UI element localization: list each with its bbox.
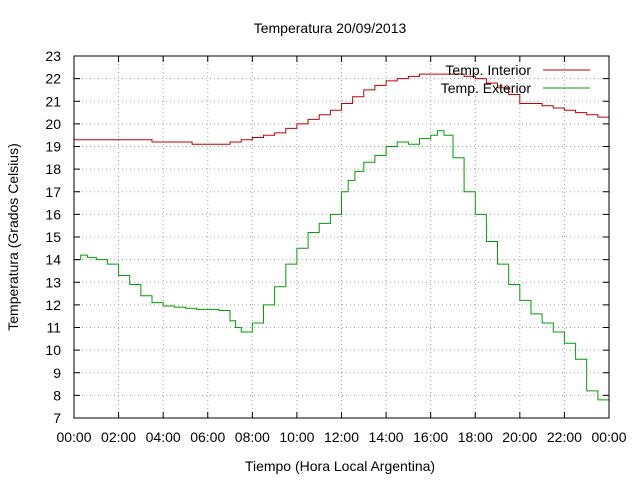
y-tick-label: 11 <box>46 320 61 336</box>
x-tick-label: 10:00 <box>279 429 314 445</box>
legend: Temp. Interior Temp. Exterior <box>441 62 590 96</box>
x-tick-label: 02:00 <box>101 429 136 445</box>
y-tick-label: 19 <box>45 139 61 155</box>
y-tick-label: 14 <box>45 252 61 268</box>
y-tick-labels: 7 8 9 10 11 12 13 14 15 16 17 18 19 20 21 22 23 <box>45 48 61 426</box>
x-tick-label: 20:00 <box>502 429 537 445</box>
grid <box>74 56 609 418</box>
x-tick-label: 12:00 <box>324 429 359 445</box>
y-tick-label: 7 <box>53 410 61 426</box>
x-tick-label: 04:00 <box>146 429 181 445</box>
x-tick-labels: 00:00 02:00 04:00 06:00 08:00 10:00 12:00 14:00… <box>56 429 626 445</box>
x-tick-label: 08:00 <box>235 429 270 445</box>
x-tick-label: 06:00 <box>190 429 225 445</box>
y-tick-label: 22 <box>45 71 61 87</box>
legend-label-0: Temp. Interior <box>445 62 531 78</box>
y-tick-label: 10 <box>45 342 61 358</box>
y-tick-label: 20 <box>45 116 61 132</box>
x-tick-label: 00:00 <box>591 429 626 445</box>
y-axis-label: Temperatura (Grados Celsius) <box>5 143 21 331</box>
y-tick-label: 9 <box>53 365 61 381</box>
x-axis-label: Tiempo (Hora Local Argentina) <box>245 458 435 474</box>
x-tick-label: 14:00 <box>369 429 404 445</box>
y-tick-label: 21 <box>45 93 61 109</box>
series-line-0 <box>74 73 610 145</box>
y-tick-label: 16 <box>45 206 61 222</box>
y-tick-label: 12 <box>45 297 61 313</box>
x-tick-label: 22:00 <box>547 429 582 445</box>
chart-title: Temperatura 20/09/2013 <box>254 20 407 36</box>
x-tick-label: 18:00 <box>458 429 493 445</box>
x-tick-label: 00:00 <box>56 429 91 445</box>
legend-label-1: Temp. Exterior <box>441 80 532 96</box>
y-tick-label: 8 <box>53 387 61 403</box>
series-layer <box>74 73 610 407</box>
y-tick-label: 17 <box>45 184 61 200</box>
y-tick-label: 13 <box>45 274 61 290</box>
y-tick-label: 23 <box>45 48 61 64</box>
series-line-1 <box>74 130 610 407</box>
axis-ticks <box>73 55 610 419</box>
x-tick-label: 16:00 <box>413 429 448 445</box>
y-tick-label: 18 <box>45 161 61 177</box>
y-tick-label: 15 <box>45 229 61 245</box>
